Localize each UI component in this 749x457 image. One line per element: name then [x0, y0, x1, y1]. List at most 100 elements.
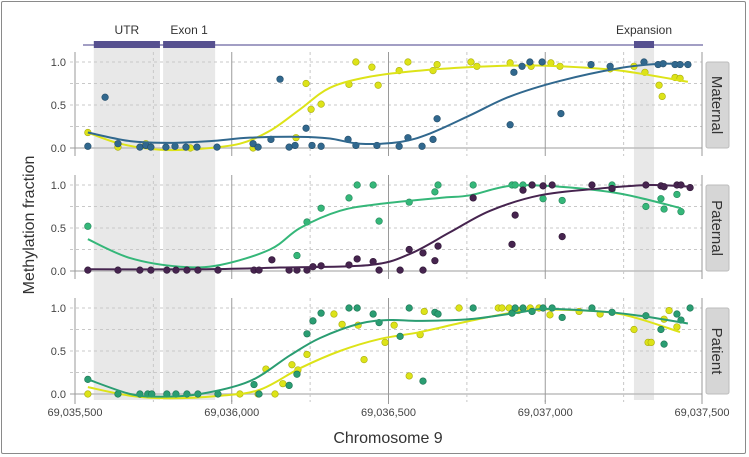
region-label: UTR	[115, 23, 140, 37]
data-point	[136, 143, 144, 151]
data-point	[84, 222, 92, 230]
data-point	[526, 58, 534, 66]
y-tick-label: 0.0	[51, 389, 66, 401]
data-point	[655, 81, 663, 89]
data-point	[390, 321, 398, 329]
data-point	[369, 310, 377, 318]
data-point	[374, 81, 382, 89]
data-point	[293, 370, 301, 378]
smooth-curve	[87, 62, 688, 145]
x-tick-label: 69,036,000	[204, 407, 259, 419]
data-point	[302, 79, 310, 88]
data-point	[276, 75, 284, 83]
y-tick-label: 0.0	[51, 266, 66, 278]
data-point	[84, 142, 92, 150]
data-point	[405, 372, 413, 380]
data-point	[353, 304, 361, 312]
panel-strip-label: Paternal	[708, 200, 725, 256]
data-point	[396, 332, 404, 340]
data-point	[419, 377, 427, 385]
data-point	[317, 142, 325, 150]
data-point	[249, 140, 257, 148]
region-shade	[93, 48, 160, 400]
data-point	[171, 142, 179, 150]
data-point	[255, 390, 263, 398]
data-point	[511, 304, 519, 312]
data-point	[396, 266, 404, 274]
data-point	[508, 240, 516, 248]
data-point	[395, 142, 403, 150]
data-layer	[84, 58, 694, 400]
data-point	[369, 181, 377, 189]
y-tick-label: 1.0	[51, 180, 66, 192]
data-point	[288, 361, 296, 369]
data-point	[291, 141, 299, 150]
panel-strip-label: Maternal	[708, 76, 725, 134]
y-tick-label: 0.5	[51, 346, 66, 358]
data-point	[404, 58, 412, 66]
data-point	[345, 304, 353, 312]
data-point	[353, 181, 361, 189]
data-point	[254, 143, 262, 151]
data-point	[419, 249, 427, 257]
data-point	[268, 256, 276, 264]
data-point	[405, 304, 413, 312]
data-point	[418, 142, 426, 150]
data-point	[657, 325, 665, 334]
data-point	[665, 306, 673, 315]
y-tick-label: 0.5	[51, 223, 66, 235]
data-point	[375, 217, 383, 225]
data-point	[546, 311, 554, 319]
data-point	[538, 58, 546, 66]
data-point	[353, 255, 361, 263]
data-point	[308, 141, 316, 150]
panel-strip	[705, 61, 730, 149]
region-bar	[163, 41, 216, 48]
data-point	[101, 93, 109, 101]
data-point	[433, 115, 441, 123]
smooth-curve	[87, 183, 691, 271]
data-point	[147, 143, 155, 151]
data-point	[338, 320, 346, 328]
data-point	[498, 304, 506, 312]
region-bar	[93, 41, 160, 48]
data-point	[558, 196, 566, 205]
y-tick-label: 1.0	[51, 57, 66, 69]
data-point	[271, 390, 279, 398]
x-axis-title: Chromosome 9	[333, 430, 442, 447]
grid-layer	[70, 52, 703, 402]
data-point	[214, 266, 222, 274]
region-label: Expansion	[616, 23, 672, 37]
data-point	[429, 135, 437, 143]
y-tick-label: 1.0	[51, 303, 66, 315]
data-point	[660, 205, 668, 213]
data-point	[455, 304, 463, 312]
data-point	[467, 58, 475, 66]
x-tick-label: 69,036,500	[361, 407, 416, 419]
data-point	[431, 188, 439, 196]
data-point	[433, 60, 441, 69]
data-point	[352, 58, 360, 66]
data-point	[469, 194, 477, 202]
data-point	[642, 202, 650, 211]
data-point	[279, 380, 287, 388]
data-point	[375, 266, 383, 274]
data-point	[309, 317, 317, 325]
region-shade	[633, 48, 655, 400]
data-point	[250, 380, 258, 389]
region-label: Exon 1	[170, 23, 208, 37]
data-point	[330, 310, 338, 318]
data-point	[303, 350, 311, 359]
data-point	[588, 181, 596, 189]
data-point	[317, 204, 325, 212]
data-point	[647, 338, 655, 347]
x-tick-label: 69,037,500	[674, 407, 729, 419]
data-point	[285, 143, 293, 151]
y-tick-label: 0.0	[51, 143, 66, 155]
data-point	[528, 181, 536, 189]
data-point	[539, 195, 547, 203]
data-point	[431, 257, 439, 265]
data-point	[673, 190, 681, 199]
smooth-curve	[87, 307, 689, 398]
